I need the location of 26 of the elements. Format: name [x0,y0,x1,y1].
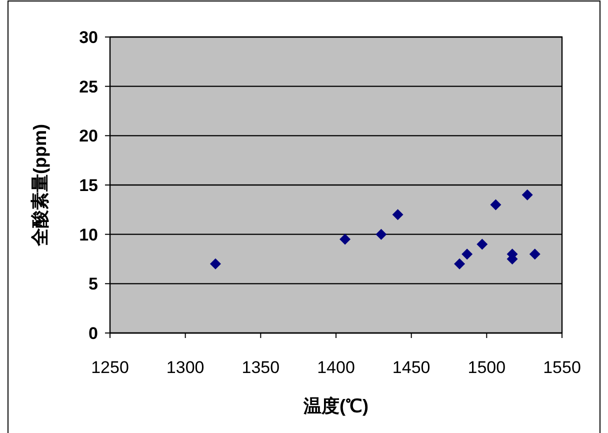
point [454,258,466,270]
x-tick-label: 1350 [242,358,280,377]
y-axis-title: 全酸素量(ppm) [30,124,50,247]
point [462,248,473,260]
x-tick-label: 1550 [543,358,581,377]
point [529,248,540,260]
y-tick-label: 30 [79,28,98,47]
y-tick-label: 10 [79,225,98,244]
point [376,228,387,240]
x-axis-title: 温度(℃) [302,396,368,416]
x-tick-label: 1300 [166,358,204,377]
x-tick-label: 1500 [468,358,506,377]
point [490,199,502,210]
point [210,258,221,270]
y-tick-label: 5 [88,274,98,294]
point [476,238,488,250]
x-tick-label: 1250 [91,358,129,377]
y-tick-label: 20 [79,126,98,146]
point [340,234,351,245]
y-tick-label: 15 [79,176,98,195]
x-tick-label: 1400 [317,358,355,377]
point [392,209,404,220]
y-tick-label: 25 [79,77,98,96]
point [522,189,533,200]
y-tick-label: 0 [88,324,98,343]
x-tick-label: 1450 [392,358,430,377]
